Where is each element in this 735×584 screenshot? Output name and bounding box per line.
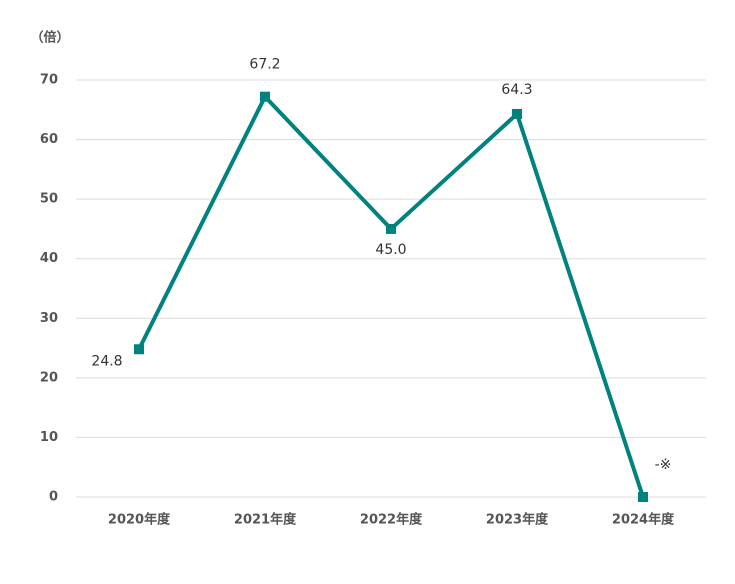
value-label: -※ bbox=[655, 457, 672, 473]
x-tick-label: 2023年度 bbox=[486, 512, 549, 528]
value-label: 67.2 bbox=[249, 57, 280, 73]
y-tick-label: 0 bbox=[49, 490, 58, 505]
y-tick-label: 30 bbox=[40, 311, 58, 326]
value-label: 64.3 bbox=[501, 82, 532, 98]
y-tick-label: 50 bbox=[40, 192, 58, 207]
x-tick-label: 2021年度 bbox=[234, 512, 297, 528]
y-tick-label: 10 bbox=[40, 430, 58, 445]
value-label: 45.0 bbox=[375, 242, 406, 258]
y-tick-label: 40 bbox=[40, 251, 58, 266]
data-point bbox=[386, 223, 396, 234]
y-axis-label: （倍） bbox=[30, 30, 69, 46]
y-tick-label: 20 bbox=[40, 370, 58, 385]
data-point bbox=[638, 492, 648, 502]
data-point bbox=[512, 108, 522, 119]
x-tick-label: 2022年度 bbox=[360, 512, 423, 528]
data-point bbox=[260, 91, 270, 102]
value-label: 24.8 bbox=[91, 353, 122, 369]
y-tick-label: 60 bbox=[40, 132, 58, 147]
x-tick-label: 2020年度 bbox=[108, 512, 171, 528]
data-point bbox=[134, 344, 144, 355]
x-tick-label: 2024年度 bbox=[612, 512, 675, 528]
y-tick-label: 70 bbox=[40, 73, 58, 88]
